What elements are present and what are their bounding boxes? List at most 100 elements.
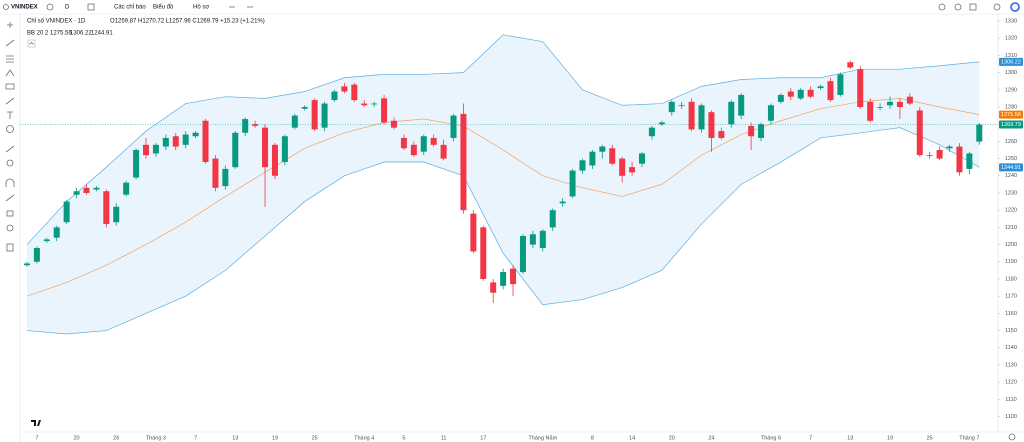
candle-body — [529, 234, 536, 245]
tv-logo[interactable] — [31, 420, 41, 426]
candle-body — [887, 101, 893, 106]
plot — [20, 34, 998, 335]
candle-body — [113, 206, 120, 223]
candle-body — [43, 239, 50, 242]
legend-bb-middle: 1275.56 — [50, 31, 72, 37]
settings-icon[interactable] — [954, 3, 962, 11]
candle-body — [857, 69, 864, 107]
candle-body — [609, 148, 616, 164]
x-tick-label: 26 — [113, 435, 119, 441]
candle-body — [827, 81, 834, 101]
candle-body — [23, 263, 30, 266]
candle-body — [807, 89, 814, 97]
candle-body — [361, 103, 368, 106]
y-tick-label: 1310 — [1005, 53, 1017, 59]
legend-collapse[interactable] — [27, 39, 36, 48]
y-tick-label: 1330 — [1005, 18, 1017, 24]
indicators[interactable]: Các chỉ báo — [114, 4, 146, 11]
ruler-tool[interactable] — [5, 145, 15, 153]
y-tick-label: 1210 — [1005, 225, 1017, 231]
x-tick-label: 20 — [669, 435, 675, 441]
delete-tool[interactable] — [6, 243, 14, 252]
chart-menu[interactable]: Biểu đồ — [153, 4, 174, 11]
fib-tool[interactable] — [6, 55, 14, 63]
tool-icon[interactable] — [938, 3, 946, 11]
legend-title: Chỉ số VNINDEX · 1D — [27, 18, 86, 25]
logo-icon[interactable] — [1010, 2, 1020, 12]
candle-body — [678, 105, 685, 107]
candle-body — [391, 120, 397, 128]
lock-tool[interactable] — [6, 210, 14, 217]
candle-body — [629, 167, 636, 173]
price-badge — [999, 120, 1023, 129]
camera-icon[interactable] — [993, 3, 1001, 11]
candle-body — [569, 170, 576, 197]
trendline-tool[interactable] — [5, 39, 15, 47]
zoom-tool[interactable] — [6, 159, 14, 167]
candle-body — [500, 272, 507, 286]
x-tick-label: 5 — [402, 435, 405, 441]
fullscreen-icon[interactable] — [969, 3, 977, 11]
candle-body — [212, 158, 219, 188]
candle-body — [440, 144, 447, 159]
candle-body — [73, 191, 80, 195]
search-icon[interactable] — [3, 4, 9, 10]
candle-body — [817, 86, 824, 89]
x-tick-label: 7 — [194, 435, 197, 441]
x-tick-label: 11 — [441, 435, 447, 441]
magnet-tool[interactable] — [5, 178, 15, 187]
candle-body — [698, 105, 705, 130]
y-tick-label: 1180 — [1005, 276, 1017, 282]
candle-body — [420, 136, 427, 152]
candle-body — [222, 168, 229, 187]
y-tick-label: 1110 — [1005, 397, 1016, 403]
emoji-tool[interactable] — [6, 125, 14, 133]
candle-body — [797, 89, 804, 99]
candle-body — [281, 136, 288, 163]
brush-tool[interactable] — [5, 97, 15, 105]
candle-body — [599, 146, 606, 152]
candle-body — [658, 122, 665, 125]
pattern-tool[interactable] — [5, 69, 15, 77]
add-symbol-icon[interactable] — [46, 3, 54, 11]
y-tick-label: 1130 — [1005, 362, 1017, 368]
y-tick-label: 1100 — [1005, 414, 1017, 420]
draw-mode-tool[interactable] — [5, 194, 15, 202]
candle-body — [410, 144, 417, 156]
projection-tool[interactable] — [5, 83, 15, 90]
x-tick-label: 25 — [927, 435, 933, 441]
candle-body — [480, 227, 487, 279]
candle-body — [460, 113, 467, 211]
candle-body — [301, 106, 308, 109]
candle-body — [718, 131, 725, 138]
interval[interactable]: D — [65, 5, 70, 11]
candle-body — [549, 210, 556, 228]
candle-body — [252, 124, 259, 126]
x-tick-label: 17 — [480, 435, 486, 441]
y-tick-label: 1220 — [1005, 208, 1017, 214]
chart-style-icon[interactable] — [87, 3, 95, 11]
candle-body — [400, 137, 407, 149]
symbol[interactable]: VNINDEX — [11, 5, 38, 11]
visibility-tool[interactable] — [6, 224, 14, 232]
text-tool[interactable] — [7, 111, 13, 119]
settings-axis-icon[interactable] — [1008, 433, 1016, 441]
candle-body — [341, 86, 348, 92]
y-tick-label: 1320 — [1005, 36, 1017, 42]
y-tick-label: 1190 — [1005, 259, 1017, 265]
candle-body — [490, 282, 497, 293]
price-badge-label: 1275.56 — [1001, 112, 1021, 118]
candle-body — [262, 127, 269, 168]
candle-body — [668, 101, 675, 113]
price-badge — [999, 110, 1023, 119]
candle-body — [172, 136, 179, 147]
profile[interactable]: Hồ sơ — [193, 5, 209, 11]
crosshair-tool[interactable] — [7, 22, 13, 28]
candle-body — [777, 94, 784, 102]
y-tick-label: 1280 — [1005, 104, 1017, 110]
candle-body — [133, 149, 140, 178]
x-tick-label: 7 — [809, 435, 812, 441]
candle-body — [381, 98, 388, 123]
